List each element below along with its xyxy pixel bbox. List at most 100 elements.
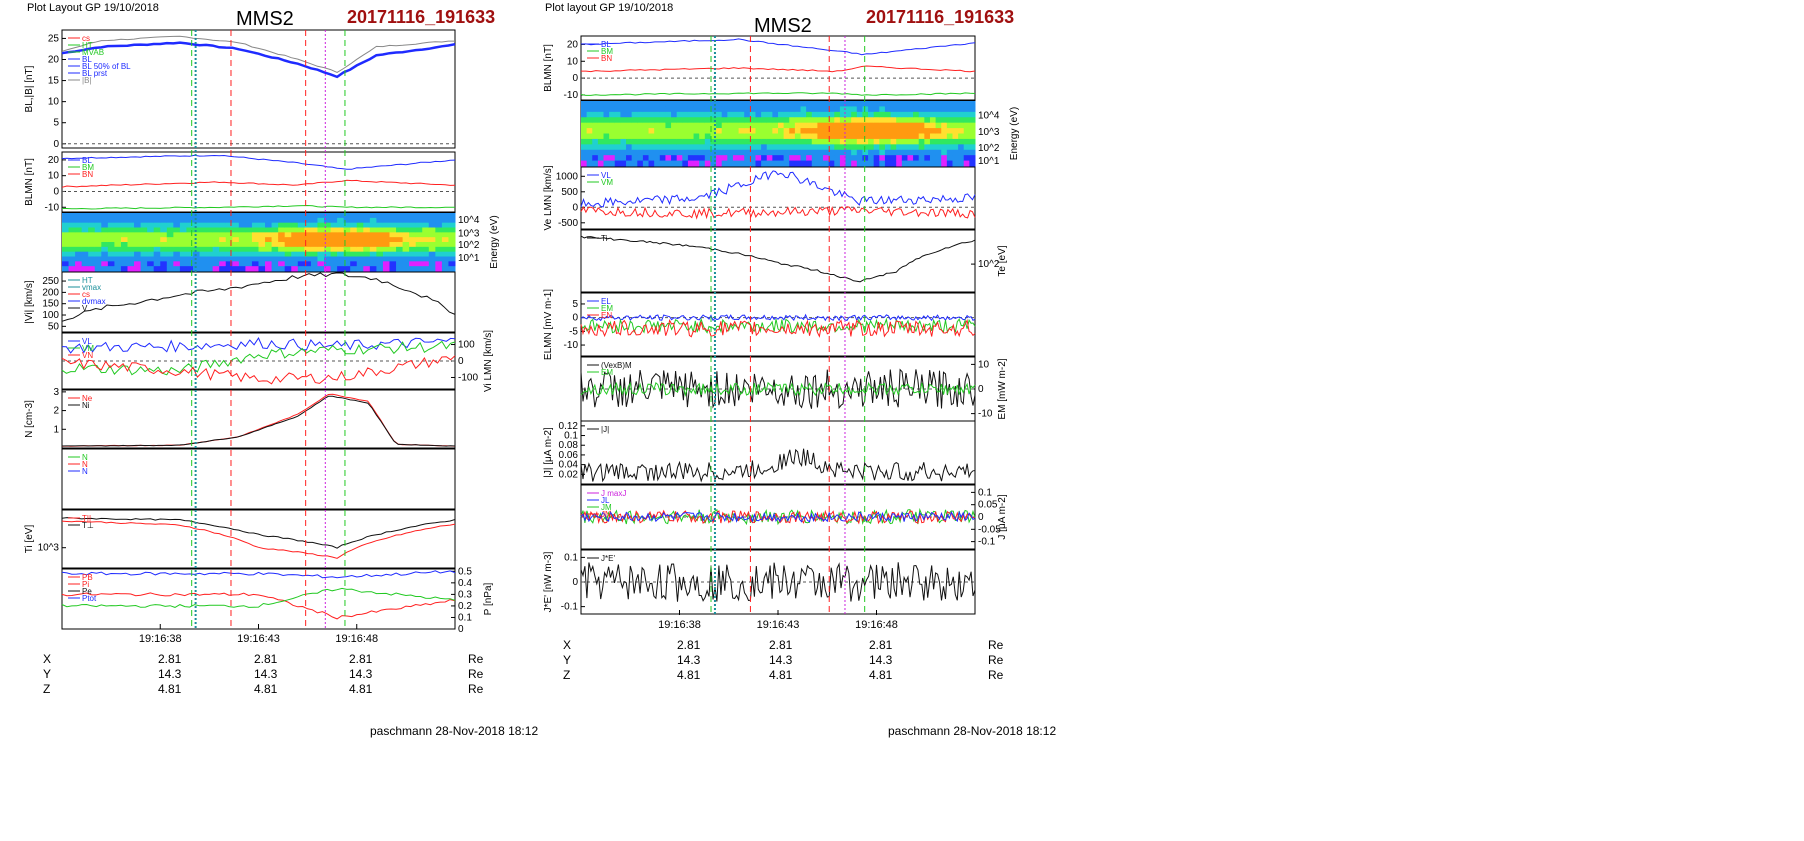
heatmap-cell — [238, 237, 246, 243]
heatmap-cell — [127, 261, 135, 267]
heatmap-cell — [284, 266, 292, 272]
heatmap-cell — [206, 232, 214, 238]
heatmap-cell — [317, 217, 325, 224]
heatmap-cell — [637, 155, 644, 162]
legend-label: Ptot — [82, 594, 97, 603]
heatmap-cell — [890, 106, 897, 113]
heatmap-cell — [68, 222, 76, 228]
legend-label: BL — [82, 55, 92, 64]
heatmap-cell — [330, 246, 338, 253]
heatmap-cell — [935, 160, 942, 167]
heatmap-cell — [284, 261, 292, 267]
heatmap-cell — [879, 149, 886, 156]
heatmap-cell — [603, 117, 610, 124]
heatmap-cell — [620, 122, 627, 129]
heatmap-cell — [783, 160, 790, 167]
heatmap-cell — [761, 144, 768, 151]
heatmap-cell — [648, 122, 655, 129]
y-axis-label: Energy (eV) — [1009, 107, 1020, 160]
heatmap-cell — [952, 106, 959, 113]
heatmap-cell — [946, 122, 953, 129]
heatmap-cell — [238, 251, 246, 257]
heatmap-cell — [265, 232, 273, 238]
heatmap-cell — [186, 222, 194, 228]
heatmap-cell — [828, 160, 835, 167]
heatmap-cell — [94, 256, 102, 262]
heatmap-cell — [127, 246, 135, 253]
legend-label: V — [82, 304, 88, 313]
heatmap-cell — [924, 128, 931, 134]
heatmap-cell — [586, 160, 593, 167]
heatmap-cell — [291, 246, 299, 253]
heatmap-cell — [851, 117, 858, 124]
heatmap-cell — [396, 256, 404, 262]
heatmap-cell — [251, 213, 259, 219]
heatmap-cell — [749, 133, 756, 140]
heatmap-cell — [958, 122, 965, 129]
heatmap-cell — [761, 111, 768, 118]
heatmap-cell — [845, 101, 852, 107]
heatmap-cell — [778, 111, 785, 118]
position-value: 2.81 — [158, 652, 182, 666]
heatmap-cell — [839, 144, 847, 151]
heatmap-cell — [896, 122, 903, 129]
heatmap-cell — [219, 232, 227, 238]
heatmap-cell — [811, 149, 818, 156]
heatmap-cell — [834, 128, 841, 134]
heatmap-cell — [120, 242, 128, 248]
heatmap-cell — [278, 222, 286, 228]
y-axis-label: P [nPa] — [483, 582, 494, 615]
heatmap-cell — [186, 213, 194, 219]
position-value: 4.81 — [869, 668, 893, 682]
heatmap-cell — [783, 122, 790, 129]
heatmap-cell — [907, 101, 914, 107]
y-tick-label: 10 — [48, 171, 60, 182]
heatmap-cell — [755, 160, 762, 167]
heatmap-cell — [428, 261, 436, 267]
heatmap-cell — [271, 217, 279, 224]
heatmap-cell — [907, 160, 914, 167]
heatmap-cell — [716, 122, 723, 129]
heatmap-cell — [140, 213, 148, 219]
heatmap-cell — [317, 261, 325, 267]
heatmap-cell — [671, 144, 678, 151]
heatmap-cell — [147, 213, 155, 219]
heatmap-cell — [75, 232, 83, 238]
heatmap-cell — [744, 117, 751, 124]
heatmap-cell — [609, 117, 616, 124]
heatmap-cell — [581, 106, 588, 113]
heatmap-cell — [884, 117, 892, 124]
heatmap-cell — [856, 106, 863, 113]
heatmap-cell — [851, 106, 858, 113]
heatmap-cell — [81, 222, 89, 228]
heatmap-cell — [179, 261, 187, 267]
heatmap-cell — [193, 266, 201, 272]
heatmap-cell — [710, 149, 717, 156]
heatmap-cell — [839, 155, 847, 162]
legend-label: Pi — [82, 580, 89, 589]
heatmap-cell — [297, 242, 305, 248]
heatmap-cell — [140, 261, 148, 267]
heatmap-cell — [862, 106, 869, 113]
heatmap-cell — [324, 213, 332, 219]
heatmap-cell — [251, 256, 259, 262]
heatmap-cell — [744, 106, 751, 113]
heatmap-cell — [766, 144, 773, 151]
heatmap-cell — [873, 117, 880, 124]
heatmap-cell — [153, 232, 161, 238]
heatmap-cell — [659, 106, 666, 113]
heatmap-cell — [642, 133, 650, 140]
heatmap-cell — [389, 251, 397, 257]
heatmap-cell — [913, 144, 920, 151]
heatmap-cell — [772, 149, 779, 156]
heatmap-cell — [952, 122, 959, 129]
heatmap-cell — [862, 155, 869, 162]
heatmap-cell — [376, 232, 384, 238]
series-line-BM — [61, 179, 456, 188]
heatmap-cell — [120, 232, 128, 238]
heatmap-cell — [716, 155, 723, 162]
heatmap-cell — [363, 261, 371, 267]
heatmap-cell — [356, 266, 364, 272]
y-axis-label: N [cm-3] — [24, 400, 35, 438]
heatmap-cell — [924, 133, 931, 140]
